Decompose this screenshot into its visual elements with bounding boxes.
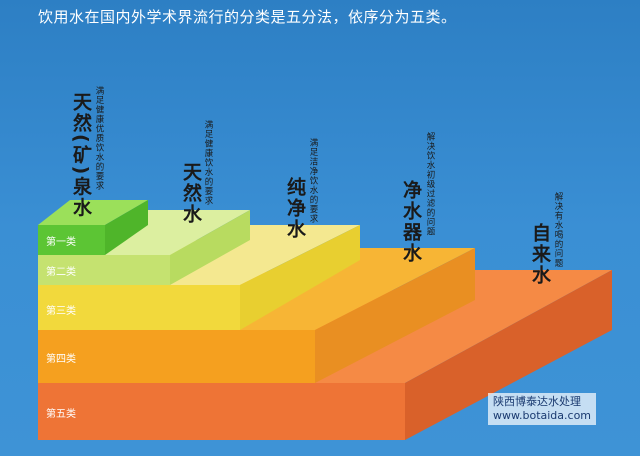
tier1-side <box>105 200 148 255</box>
tier-label-1: 第一类 <box>46 237 76 248</box>
category-desc-3: 满足洁净饮水的要求 <box>308 138 318 224</box>
tier1-top <box>38 200 148 225</box>
tier2-front <box>38 255 170 285</box>
category-name-5: 自来水 <box>529 223 551 286</box>
tier3-front <box>38 285 240 330</box>
category-name-1: 天然(矿)泉水 <box>70 92 92 219</box>
category-name-3: 纯净水 <box>284 177 306 240</box>
tier1-front <box>38 225 105 255</box>
tier-label-2: 第二类 <box>46 267 76 278</box>
tier5-front <box>38 383 405 440</box>
tier3-side <box>240 225 360 330</box>
tier4-front <box>38 330 315 383</box>
watermark-url: www.botaida.com <box>493 409 592 422</box>
category-desc-4: 解决饮水初级过滤的问题 <box>425 132 435 237</box>
category-name-4: 净水器水 <box>400 180 422 264</box>
category-desc-5: 解决有水喝的问题 <box>553 192 563 268</box>
watermark: 陕西博泰达水处理 www.botaida.com <box>488 393 597 425</box>
category-desc-2: 满足健康饮水的要求 <box>203 120 213 206</box>
category-name-2: 天然水 <box>180 162 202 225</box>
watermark-name: 陕西博泰达水处理 <box>493 395 581 408</box>
page-title: 饮用水在国内外学术界流行的分类是五分法，依序分为五类。 <box>38 8 457 26</box>
tier-label-5: 第五类 <box>46 409 76 420</box>
tier-label-3: 第三类 <box>46 306 76 317</box>
category-desc-1: 满足健康优质饮水的要求 <box>94 86 104 191</box>
tier4-side <box>315 248 475 383</box>
tier5-side <box>405 270 612 440</box>
tier2-side <box>170 210 250 285</box>
tier-label-4: 第四类 <box>46 354 76 365</box>
